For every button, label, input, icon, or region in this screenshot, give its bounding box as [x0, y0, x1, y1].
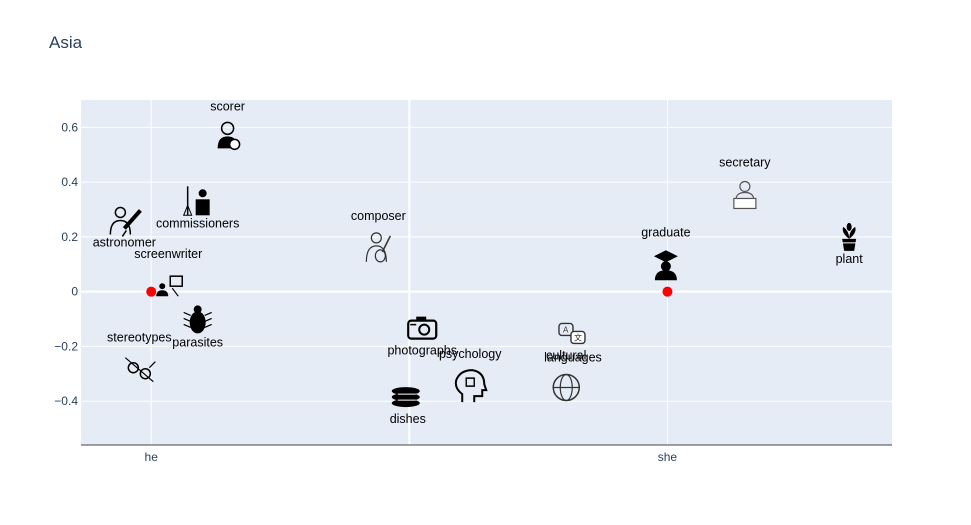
point-label: commissioners: [156, 216, 239, 230]
point-label: astronomer: [93, 235, 156, 249]
bug-icon: [183, 305, 212, 334]
dishes-stack-icon: [391, 387, 420, 408]
y-tick-label: −0.4: [54, 394, 78, 408]
point-label: secretary: [719, 155, 771, 169]
point-label: parasites: [172, 335, 223, 349]
point-label: screenwriter: [134, 247, 202, 261]
reference-marker: [146, 286, 157, 297]
reference-markers: [146, 286, 673, 297]
svg-text:A: A: [563, 325, 569, 334]
astronomer-telescope-icon: [109, 206, 142, 237]
point-label: graduate: [641, 225, 690, 239]
y-tick-label: 0.2: [61, 230, 78, 244]
point-label: cultural: [546, 349, 586, 363]
y-tick-label: 0: [71, 285, 78, 299]
point-icons: A文: [109, 121, 858, 408]
svg-text:文: 文: [574, 332, 582, 342]
y-tick-label: −0.2: [54, 339, 78, 353]
point-label: plant: [836, 252, 864, 266]
potted-plant-icon: [841, 222, 858, 251]
y-tick-label: 0.4: [61, 175, 78, 189]
point-label: languages: [544, 350, 602, 364]
gender-symbols-icon: [124, 357, 156, 383]
camera-icon: [407, 316, 438, 340]
globe-culture-icon: [552, 373, 581, 402]
reference-marker: [662, 286, 673, 297]
translate-bubbles-icon: A文: [558, 322, 586, 345]
point-label: dishes: [390, 412, 426, 426]
point-label: psychology: [439, 347, 502, 361]
plot-area: [81, 100, 892, 445]
head-puzzle-icon: [454, 369, 488, 403]
point-labels: scorer commissionersastronomerscreenwrite…: [93, 99, 863, 426]
chart-title: Asia: [49, 33, 83, 52]
point-label: scorer: [210, 99, 245, 113]
secretary-laptop-icon: [733, 180, 757, 210]
x-tick-label: she: [658, 450, 678, 464]
x-tick-label: he: [145, 450, 159, 464]
musician-guitar-icon: [365, 232, 392, 263]
soccer-player-icon: [217, 121, 241, 151]
grid-lines: [81, 100, 892, 445]
y-tick-label: 0.6: [61, 120, 78, 134]
podium-speaker-icon: [182, 186, 210, 216]
graduate-cap-icon: [653, 250, 678, 281]
point-label: photographs: [387, 344, 457, 358]
point-label: composer: [351, 209, 406, 223]
film-director-icon: [156, 275, 183, 297]
point-label: stereotypes: [107, 331, 172, 345]
axis-ticks: −0.4 −0.2 0 0.2 0.4 0.6 he she: [54, 120, 892, 464]
